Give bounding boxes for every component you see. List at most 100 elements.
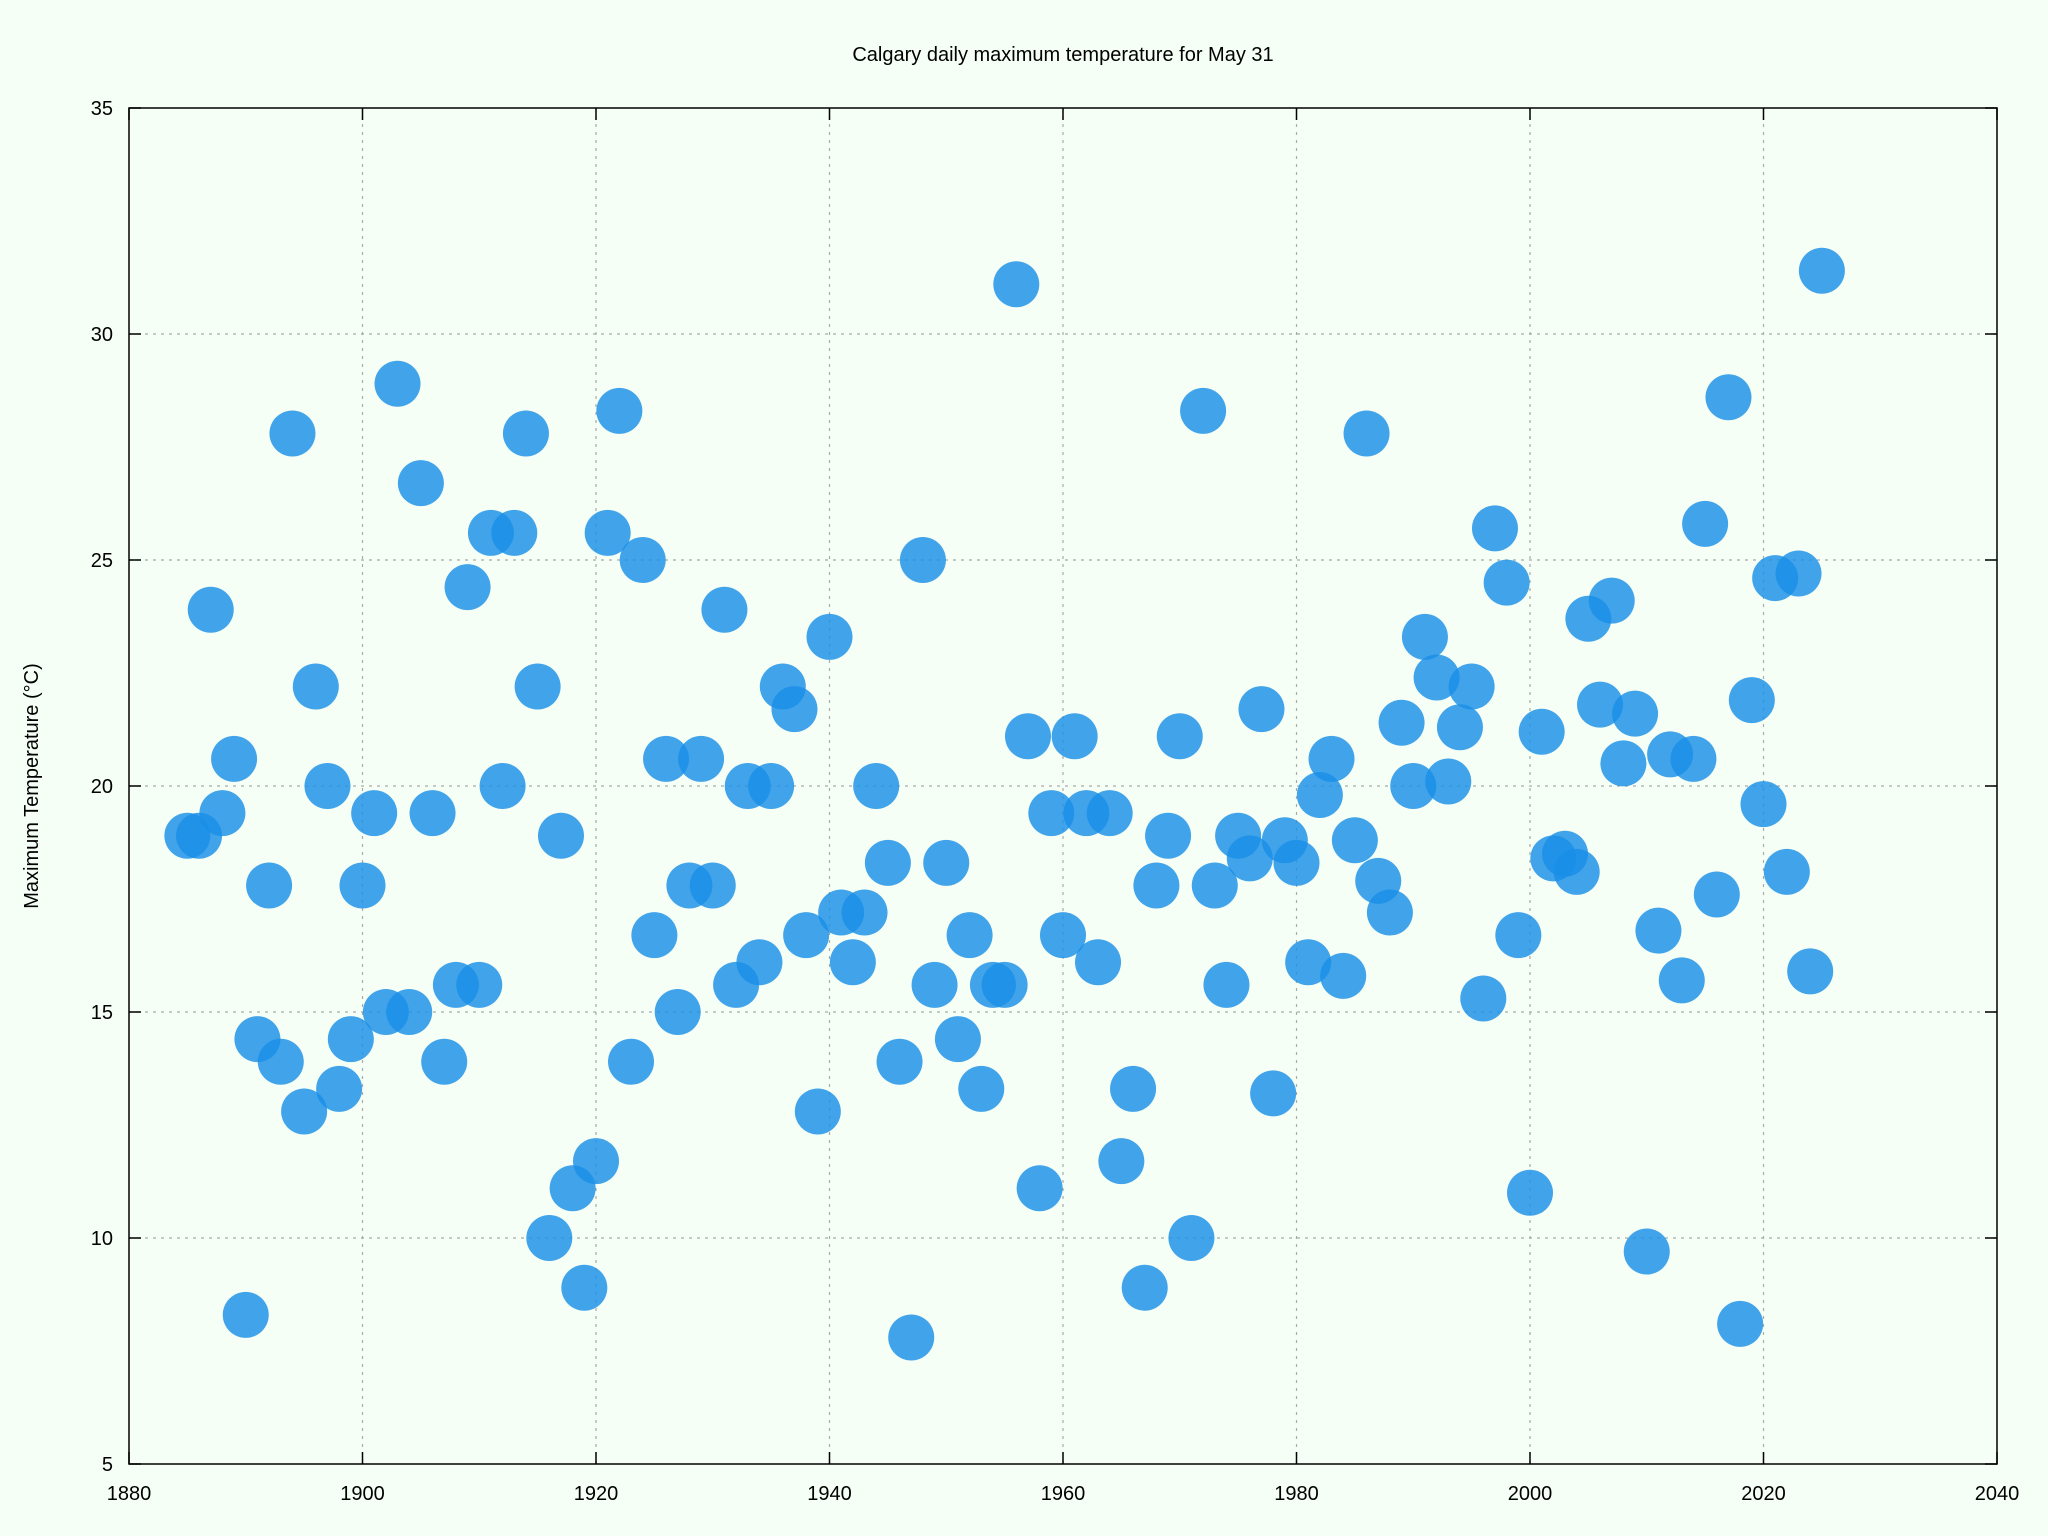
data-point <box>1156 713 1203 760</box>
data-point <box>386 989 433 1035</box>
data-point <box>783 912 830 959</box>
data-point <box>292 663 339 710</box>
data-point <box>1507 1169 1553 1216</box>
data-point <box>537 812 584 859</box>
data-point <box>654 989 701 1035</box>
data-point <box>1658 957 1705 1004</box>
data-point <box>514 663 561 710</box>
data-point <box>888 1314 935 1361</box>
x-tick-label: 1880 <box>107 1483 152 1505</box>
data-point <box>981 961 1028 1008</box>
data-point <box>1483 559 1530 606</box>
data-point <box>502 410 549 457</box>
data-point <box>1016 1165 1063 1212</box>
data-point <box>573 1138 619 1185</box>
data-point <box>339 862 386 909</box>
data-point <box>1366 889 1413 936</box>
data-point <box>736 939 783 986</box>
data-point <box>1401 613 1448 660</box>
data-point <box>1763 848 1810 895</box>
data-point <box>1051 713 1098 760</box>
data-point <box>1098 1138 1145 1185</box>
data-point <box>1296 772 1343 819</box>
x-tick-label: 2040 <box>1975 1483 2020 1505</box>
data-point <box>794 1088 841 1135</box>
data-point <box>281 1088 328 1135</box>
x-tick-label: 1920 <box>574 1483 619 1505</box>
data-point <box>596 387 643 434</box>
data-point <box>1787 948 1834 995</box>
y-tick-label: 35 <box>91 98 113 120</box>
data-point <box>608 1038 655 1085</box>
data-point <box>1460 975 1507 1022</box>
y-tick-label: 10 <box>91 1228 113 1250</box>
y-tick-label: 15 <box>91 1002 113 1024</box>
points-layer <box>164 247 1845 1361</box>
data-point <box>491 509 538 556</box>
data-point <box>1110 1065 1157 1112</box>
labels-layer: 1880 1900 1920 1940 1960 1980 2000 2020 2040 5 10 1… <box>91 98 2020 1505</box>
y-tick-label: 20 <box>91 776 113 798</box>
data-point <box>1145 812 1192 859</box>
data-point <box>444 564 491 611</box>
x-tick-label: 1940 <box>807 1483 852 1505</box>
data-point <box>829 939 876 986</box>
data-point <box>1331 817 1378 864</box>
chart-title: Calgary daily maximum temperature for Ma… <box>852 44 1273 66</box>
data-point <box>619 537 666 583</box>
data-point <box>678 735 725 782</box>
data-point <box>1285 939 1332 986</box>
data-point <box>397 460 444 507</box>
data-point <box>876 1038 923 1085</box>
data-point <box>199 790 246 837</box>
data-point <box>1238 686 1285 733</box>
data-point <box>351 790 398 837</box>
data-point <box>421 1038 468 1085</box>
y-tick-label: 5 <box>102 1454 113 1476</box>
data-point <box>1448 663 1495 710</box>
data-point <box>526 1215 573 1261</box>
x-tick-label: 2000 <box>1508 1483 1553 1505</box>
data-point <box>211 735 258 782</box>
y-tick-label: 25 <box>91 550 113 572</box>
data-point <box>1004 713 1051 760</box>
data-point <box>1705 374 1752 421</box>
data-point <box>327 1016 374 1063</box>
data-point <box>899 537 946 583</box>
data-point <box>1028 790 1075 837</box>
data-point <box>748 763 795 809</box>
data-point <box>1343 410 1390 457</box>
data-point <box>1121 1264 1168 1311</box>
data-point <box>374 360 421 407</box>
data-point <box>1717 1300 1764 1347</box>
data-point <box>1390 763 1437 809</box>
data-point <box>1425 758 1472 805</box>
data-point <box>1682 500 1729 547</box>
data-point <box>806 613 853 660</box>
data-point <box>1518 708 1565 755</box>
data-point <box>853 763 900 809</box>
data-point <box>1577 681 1624 728</box>
data-point <box>222 1291 269 1338</box>
data-point <box>1798 247 1845 294</box>
data-point <box>1203 961 1250 1008</box>
ticks-layer <box>128 107 1998 1465</box>
data-point <box>1180 387 1227 434</box>
data-point <box>1635 907 1682 954</box>
x-tick-label: 1900 <box>340 1483 385 1505</box>
data-point <box>257 1038 304 1085</box>
data-point <box>1553 848 1600 895</box>
data-point <box>1040 912 1086 959</box>
data-point <box>1378 699 1425 746</box>
data-point <box>1191 862 1238 909</box>
grid-layer <box>129 108 1997 1464</box>
data-point <box>304 763 351 809</box>
data-point <box>689 862 736 909</box>
data-point <box>934 1016 981 1063</box>
data-point <box>1133 862 1180 909</box>
data-point <box>1495 912 1542 959</box>
data-point <box>187 586 234 633</box>
data-point <box>1168 1215 1215 1261</box>
data-point <box>958 1065 1005 1112</box>
data-point <box>841 889 888 936</box>
